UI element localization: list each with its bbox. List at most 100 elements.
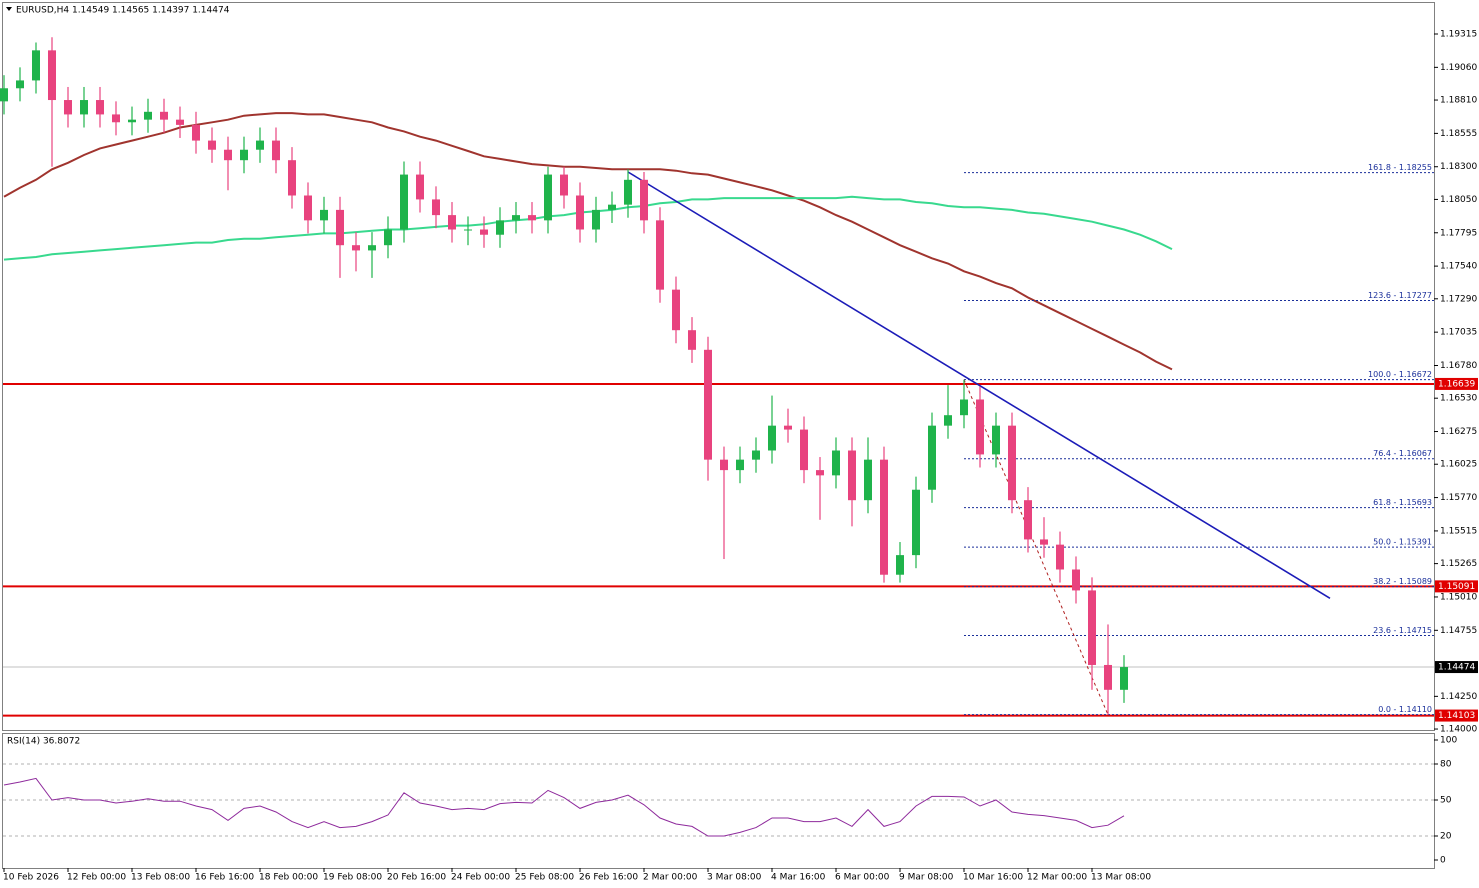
candle-body (752, 450, 760, 460)
candle-body (480, 229, 488, 235)
candle-body (608, 204, 616, 210)
candle-body (848, 450, 856, 501)
candle-body (16, 80, 24, 89)
candle-body (224, 149, 232, 161)
y-tick-label: 1.16025 (1440, 460, 1477, 470)
y-tick-label: 20 (1440, 831, 1452, 841)
candle-body (560, 174, 568, 196)
candle-body (192, 124, 200, 141)
candle-body (1104, 664, 1112, 690)
candle-body (144, 111, 152, 120)
x-tick-label: 12 Feb 00:00 (67, 873, 126, 883)
candle-body (768, 425, 776, 451)
rsi-pane-border (2, 733, 1435, 869)
y-tick-label: 1.17035 (1440, 328, 1477, 338)
level-tag (1435, 377, 1478, 390)
x-tick-label: 12 Mar 00:00 (1027, 873, 1087, 883)
candle-body (368, 245, 376, 251)
x-tick-label: 18 Feb 00:00 (259, 873, 318, 883)
y-tick-label: 1.17290 (1440, 294, 1477, 304)
y-tick-label: 0 (1440, 855, 1446, 865)
candle-body (896, 555, 904, 575)
candle-body (784, 425, 792, 430)
candle-body (912, 489, 920, 556)
y-tick-label: 80 (1440, 759, 1452, 769)
candle-body (672, 289, 680, 331)
candle-body (112, 114, 120, 123)
x-tick-label: 24 Feb 00:00 (451, 873, 510, 883)
y-tick-label: 1.14000 (1440, 725, 1477, 735)
candle-body (816, 470, 824, 476)
candle-body (128, 119, 136, 123)
y-tick-label: 1.14755 (1440, 626, 1477, 636)
candle-body (176, 119, 184, 125)
current-price-label: 1.14474 (1438, 663, 1475, 673)
x-tick-label: 13 Feb 08:00 (131, 873, 190, 883)
candle-body (80, 100, 88, 115)
candle-body (1120, 667, 1128, 690)
level-tag-label: 1.15091 (1438, 582, 1475, 592)
y-tick-label: 1.16780 (1440, 361, 1477, 371)
x-tick-label: 2 Mar 00:00 (643, 873, 698, 883)
candle-body (0, 88, 8, 102)
y-tick-label: 1.14250 (1440, 692, 1477, 702)
level-tag-label: 1.16639 (1438, 379, 1475, 389)
fib-label: 76.4 - 1.16067 (1373, 449, 1432, 458)
candle-body (384, 229, 392, 246)
candle-body (160, 111, 168, 120)
candle-body (1040, 539, 1048, 545)
symbol-header: EURUSD,H4 1.14549 1.14565 1.14397 1.1447… (16, 6, 230, 16)
candle-body (336, 209, 344, 246)
y-tick-label: 1.18810 (1440, 96, 1477, 106)
level-tag-label: 1.14103 (1438, 711, 1475, 721)
fib-anchor (963, 379, 1109, 715)
candle-body (992, 425, 1000, 455)
moving-average (3, 195, 1173, 261)
candle-body (960, 399, 968, 416)
candle-body (576, 195, 584, 230)
fib-label: 61.8 - 1.15693 (1373, 498, 1432, 507)
y-tick-label: 50 (1440, 795, 1452, 805)
candle-body (512, 215, 520, 221)
x-tick-label: 3 Mar 08:00 (707, 873, 762, 883)
fib-label: 123.6 - 1.17277 (1368, 291, 1432, 300)
candle-body (688, 330, 696, 350)
x-tick-label: 13 Mar 08:00 (1091, 873, 1151, 883)
candle-body (944, 415, 952, 426)
y-tick-label: 1.19060 (1440, 63, 1477, 73)
rsi-line (3, 777, 1125, 837)
y-tick-label: 1.18300 (1440, 162, 1477, 172)
trendline (627, 171, 1331, 599)
rsi-header: RSI(14) 36.8072 (7, 737, 80, 747)
x-tick-label: 26 Feb 16:00 (579, 873, 638, 883)
y-tick-label: 1.19315 (1440, 30, 1477, 40)
y-tick-label: 1.15010 (1440, 592, 1477, 602)
x-tick-label: 25 Feb 08:00 (515, 873, 574, 883)
y-tick-label: 1.15265 (1440, 559, 1477, 569)
x-tick-label: 10 Feb 2026 (3, 873, 59, 883)
candle-body (208, 140, 216, 150)
candle-body (240, 149, 248, 161)
fib-label: 50.0 - 1.15391 (1373, 538, 1432, 547)
x-tick-label: 4 Mar 16:00 (771, 873, 826, 883)
candle-body (448, 215, 456, 230)
candle-body (32, 50, 40, 81)
candle-body (1056, 544, 1064, 570)
candle-body (272, 140, 280, 161)
candle-body (288, 160, 296, 196)
candle-body (528, 215, 536, 221)
candle-body (864, 459, 872, 501)
fib-label: 23.6 - 1.14715 (1373, 626, 1432, 635)
menu-icon[interactable] (6, 7, 12, 11)
candle-body (1088, 590, 1096, 665)
price-pane-border (2, 2, 1435, 731)
x-tick-label: 20 Feb 16:00 (387, 873, 446, 883)
fib-label: 38.2 - 1.15089 (1373, 577, 1432, 586)
y-tick-label: 1.17795 (1440, 228, 1477, 238)
candle-body (928, 425, 936, 490)
candle-body (976, 399, 984, 455)
candle-body (400, 174, 408, 230)
candle-body (832, 450, 840, 476)
y-tick-label: 1.18050 (1440, 195, 1477, 205)
y-tick-label: 1.15515 (1440, 526, 1477, 536)
